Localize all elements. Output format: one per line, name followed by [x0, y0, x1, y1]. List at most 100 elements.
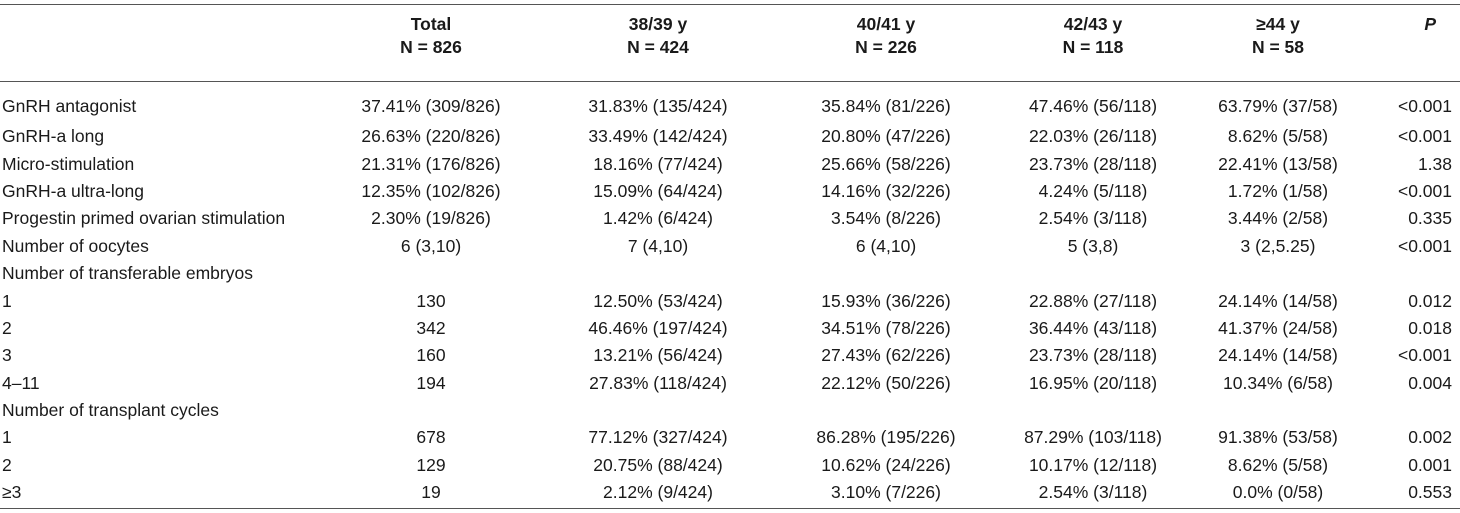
- cell-38-39: 33.49% (142/424): [588, 126, 728, 147]
- cell-p-value: [1370, 260, 1460, 287]
- table-row: 1 678 77.12% (327/424) 86.28% (195/226) 87.2…: [0, 424, 1460, 451]
- cell-42-43: 87.29% (103/118): [1024, 427, 1162, 448]
- table-body: GnRH antagonist 37.41% (309/826) 31.83% (1…: [0, 81, 1460, 506]
- cell-42-43: 10.17% (12/118): [1028, 454, 1158, 475]
- header-line1: 42/43 y: [1063, 14, 1123, 34]
- cell-38-39: 1.42% (6/424): [603, 208, 713, 229]
- cell-40-41: 35.84% (81/226): [821, 95, 951, 116]
- cell-label: 1: [2, 290, 12, 311]
- table-row: 2 342 46.46% (197/424) 34.51% (78/226) 36.44…: [0, 315, 1460, 342]
- cell-total: 2.30% (19/826): [371, 208, 491, 229]
- cell-total: 194: [416, 372, 446, 393]
- header-cell-42-43: 42/43 y N = 118: [1000, 6, 1186, 81]
- cell-p-value: [1370, 397, 1460, 424]
- table-row: ≥3 19 2.12% (9/424) 3.10% (7/226) 2.54% (3/1…: [0, 479, 1460, 506]
- cell-label: GnRH-a ultra-long: [2, 180, 144, 201]
- cell-44-plus: 3.44% (2/58): [1227, 208, 1329, 229]
- table-row: Progestin primed ovarian stimulation 2.30…: [0, 205, 1460, 232]
- cell-38-39: [544, 397, 772, 424]
- cell-42-43: 16.95% (20/118): [1028, 372, 1158, 393]
- cell-p-value: 0.004: [1408, 372, 1452, 393]
- cell-44-plus: [1186, 397, 1370, 424]
- cell-44-plus: 24.14% (14/58): [1218, 290, 1338, 311]
- cell-38-39: 46.46% (197/424): [588, 317, 728, 338]
- cell-p-value: 1.38: [1417, 153, 1452, 174]
- cell-42-43: [1000, 397, 1186, 424]
- header-line2: N = 826: [400, 37, 462, 57]
- table-row: 3 160 13.21% (56/424) 27.43% (62/226) 23.73%…: [0, 342, 1460, 369]
- cell-40-41: 20.80% (47/226): [821, 126, 951, 147]
- bottom-rule: [0, 508, 1460, 509]
- cell-38-39: 20.75% (88/424): [593, 454, 723, 475]
- header-row: Total N = 826 38/39 y N = 424 40/41 y N …: [0, 6, 1460, 81]
- cell-40-41: 25.66% (58/226): [821, 153, 951, 174]
- header-cell-total: Total N = 826: [318, 6, 544, 81]
- cell-label: 3: [2, 345, 12, 366]
- cell-44-plus: [1186, 260, 1370, 287]
- cell-total: 130: [416, 290, 446, 311]
- cell-label: GnRH antagonist: [2, 95, 137, 116]
- table-row: Number of transplant cycles: [0, 397, 1460, 424]
- cell-38-39: 27.83% (118/424): [589, 372, 727, 393]
- cell-44-plus: 91.38% (53/58): [1218, 427, 1338, 448]
- cell-total: [318, 260, 544, 287]
- cell-40-41: 6 (4,10): [855, 235, 917, 256]
- cell-42-43: 2.54% (3/118): [1038, 208, 1148, 229]
- cell-40-41: 22.12% (50/226): [821, 372, 951, 393]
- cell-44-plus: 24.14% (14/58): [1218, 345, 1338, 366]
- cell-44-plus: 8.62% (5/58): [1227, 126, 1329, 147]
- cell-p-value: 0.553: [1408, 482, 1452, 503]
- cell-42-43: 22.03% (26/118): [1028, 126, 1158, 147]
- cell-44-plus: 1.72% (1/58): [1227, 180, 1329, 201]
- cell-label: Number of oocytes: [2, 235, 149, 256]
- cell-38-39: 15.09% (64/424): [593, 180, 723, 201]
- header-line1: ≥44 y: [1256, 14, 1300, 34]
- cell-label: 2: [2, 317, 12, 338]
- cell-p-value: 0.012: [1408, 290, 1452, 311]
- header-rule: [0, 81, 1460, 82]
- cell-total: 678: [416, 427, 446, 448]
- cell-44-plus: 41.37% (24/58): [1218, 317, 1338, 338]
- cell-40-41: [772, 397, 1000, 424]
- header-cell-40-41: 40/41 y N = 226: [772, 6, 1000, 81]
- cell-42-43: [1000, 260, 1186, 287]
- cell-total: 160: [416, 345, 446, 366]
- table-row: Micro-stimulation 21.31% (176/826) 18.16% …: [0, 150, 1460, 177]
- cell-44-plus: 8.62% (5/58): [1227, 454, 1329, 475]
- cell-p-value: 0.001: [1408, 454, 1452, 475]
- results-table: Total N = 826 38/39 y N = 424 40/41 y N …: [0, 6, 1460, 506]
- cell-40-41: 3.54% (8/226): [831, 208, 941, 229]
- table-row: GnRH-a ultra-long 12.35% (102/826) 15.09% …: [0, 178, 1460, 205]
- header-line1: 40/41 y: [856, 14, 916, 34]
- cell-42-43: 4.24% (5/118): [1038, 180, 1148, 201]
- top-rule: [0, 4, 1460, 5]
- cell-label: GnRH-a long: [2, 126, 105, 147]
- header-cell-label: [0, 6, 318, 81]
- cell-p-value: 0.018: [1408, 317, 1452, 338]
- cell-total: 6 (3,10): [400, 235, 462, 256]
- cell-42-43: 36.44% (43/118): [1028, 317, 1158, 338]
- cell-40-41: 27.43% (62/226): [821, 345, 951, 366]
- cell-40-41: 3.10% (7/226): [831, 482, 941, 503]
- cell-42-43: 5 (3,8): [1067, 235, 1119, 256]
- cell-total: 21.31% (176/826): [361, 153, 501, 174]
- header-cell-38-39: 38/39 y N = 424: [544, 6, 772, 81]
- cell-label: Number of transferable embryos: [2, 263, 253, 284]
- cell-label: Micro-stimulation: [2, 153, 135, 174]
- header-cell-44-plus: ≥44 y N = 58: [1186, 6, 1370, 81]
- header-line2: N = 118: [1062, 37, 1124, 57]
- cell-total: 37.41% (309/826): [361, 95, 501, 116]
- cell-p-value: <0.001: [1397, 235, 1452, 256]
- cell-40-41: [772, 260, 1000, 287]
- cell-p-value: 0.335: [1408, 208, 1452, 229]
- cell-44-plus: 3 (2,5.25): [1240, 235, 1316, 256]
- cell-42-43: 2.54% (3/118): [1038, 482, 1148, 503]
- cell-p-value: 0.002: [1408, 427, 1452, 448]
- cell-44-plus: 22.41% (13/58): [1218, 153, 1338, 174]
- cell-label: ≥3: [2, 482, 22, 503]
- cell-38-39: 31.83% (135/424): [588, 95, 728, 116]
- cell-p-value: <0.001: [1397, 180, 1452, 201]
- header-line1: Total: [410, 14, 452, 34]
- table-row: 2 129 20.75% (88/424) 10.62% (24/226) 10.17%…: [0, 452, 1460, 479]
